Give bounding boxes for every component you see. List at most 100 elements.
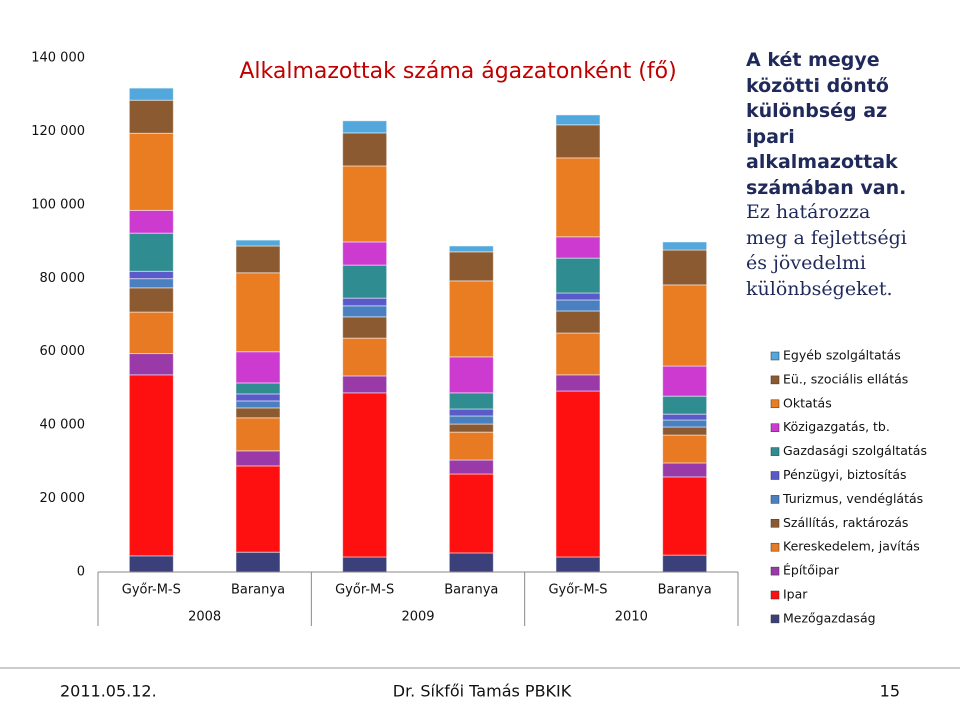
legend-swatch: [770, 447, 780, 456]
bar-segment: [448, 415, 494, 425]
legend-swatch: [770, 423, 780, 432]
bar-segment: [662, 284, 708, 367]
bar-segment: [342, 165, 388, 243]
bar-segment: [662, 365, 708, 397]
bar-segment: [235, 450, 281, 467]
bar-segment: [448, 408, 494, 417]
bar-segment: [662, 476, 708, 556]
bar-segment: [448, 251, 494, 282]
bar-segment: [342, 337, 388, 377]
bar-segment: [662, 426, 708, 436]
legend-label: Oktatás: [783, 395, 832, 410]
bar-segment: [342, 120, 388, 134]
bar-segment: [555, 257, 601, 294]
bar-segment: [235, 272, 281, 353]
bar-segment: [448, 280, 494, 358]
bar-segment: [128, 87, 174, 101]
bar-segment: [662, 249, 708, 286]
bar-segment: [555, 332, 601, 376]
bar-segment: [235, 407, 281, 419]
bar-segment: [555, 236, 601, 259]
legend-label: Kereskedelem, javítás: [783, 539, 920, 554]
legend-swatch: [770, 495, 780, 504]
bar-segment: [448, 473, 494, 554]
bar-segment: [555, 390, 601, 558]
x-tick-label: Győr-M-S: [548, 583, 607, 598]
bar-segment: [448, 552, 494, 573]
group-label: 2009: [401, 610, 434, 625]
bar-segment: [448, 245, 494, 253]
bar-segment: [662, 395, 708, 415]
bar-segment: [662, 413, 708, 421]
legend-swatch: [770, 399, 780, 409]
x-tick-label: Győr-M-S: [122, 583, 181, 598]
bar-segment: [555, 114, 601, 126]
bar-segment: [235, 465, 281, 553]
x-tick-label: Baranya: [444, 583, 498, 598]
bar-segment: [662, 241, 708, 251]
bar-segment: [662, 434, 708, 464]
bar-segment: [342, 316, 388, 339]
bar-segment: [128, 99, 174, 134]
bar-segment: [128, 287, 174, 313]
bar-segment: [555, 556, 601, 573]
bar-segment: [342, 556, 388, 573]
legend-label: Turizmus, vendéglátás: [782, 491, 923, 506]
bar-segment: [235, 417, 281, 452]
bar-segment: [128, 555, 174, 573]
bar-segment: [235, 382, 281, 395]
bar-segment: [128, 353, 174, 376]
legend-swatch: [770, 351, 780, 361]
bar-segment: [128, 209, 174, 234]
bar-segment: [662, 554, 708, 573]
side-text: A két megye közötti döntő különbség az i…: [746, 49, 907, 199]
bar-segment: [448, 356, 494, 394]
side-text: Ez határozza meg a fejlettségi és jövede…: [746, 201, 907, 300]
bar-segment: [128, 132, 174, 211]
legend-label: Eü., szociális ellátás: [783, 371, 908, 386]
bar-segment: [128, 270, 174, 280]
chart-title: Alkalmazottak száma ágazatonként (fő): [239, 59, 676, 84]
bar-segment: [235, 245, 281, 274]
bar-segment: [128, 232, 174, 272]
bar-segment: [342, 392, 388, 558]
bar-segment: [235, 393, 281, 402]
bar-segment: [128, 278, 174, 289]
bar-segment: [128, 374, 174, 557]
legend-swatch: [770, 566, 780, 576]
footer-author: Dr. Síkfői Tamás PBKIK: [393, 682, 572, 701]
bar-segment: [555, 299, 601, 312]
bar-segment: [342, 297, 388, 307]
bar-segment: [662, 462, 708, 478]
legend-swatch: [770, 590, 780, 600]
bar-segment: [235, 239, 281, 247]
footer-date: 2011.05.12.: [60, 682, 157, 701]
bar-segment: [342, 305, 388, 318]
x-tick-label: Győr-M-S: [335, 583, 394, 598]
y-tick-label: 20 000: [40, 491, 86, 506]
bar-segment: [555, 157, 601, 238]
y-tick-label: 80 000: [40, 271, 86, 286]
y-tick-label: 140 000: [31, 51, 85, 66]
y-tick-label: 0: [77, 565, 85, 580]
group-label: 2010: [615, 610, 648, 625]
legend-label: Pénzügyi, biztosítás: [783, 467, 907, 482]
bar-segment: [448, 392, 494, 410]
bar-segment: [448, 459, 494, 475]
y-tick-label: 40 000: [40, 418, 86, 433]
legend-label: Egyéb szolgáltatás: [783, 348, 901, 363]
bar-segment: [342, 132, 388, 167]
legend-swatch: [770, 542, 780, 552]
legend-swatch: [770, 519, 780, 528]
bar-segment: [128, 311, 174, 355]
legend-label: Közigazgatás, tb.: [783, 419, 890, 434]
legend-label: Gazdasági szolgáltatás: [783, 443, 927, 458]
legend-label: Szállítás, raktározás: [783, 515, 908, 530]
legend-swatch: [770, 614, 780, 624]
bar-segment: [342, 375, 388, 394]
y-tick-label: 120 000: [31, 124, 85, 139]
bar-segment: [662, 419, 708, 428]
group-label: 2008: [188, 610, 221, 625]
